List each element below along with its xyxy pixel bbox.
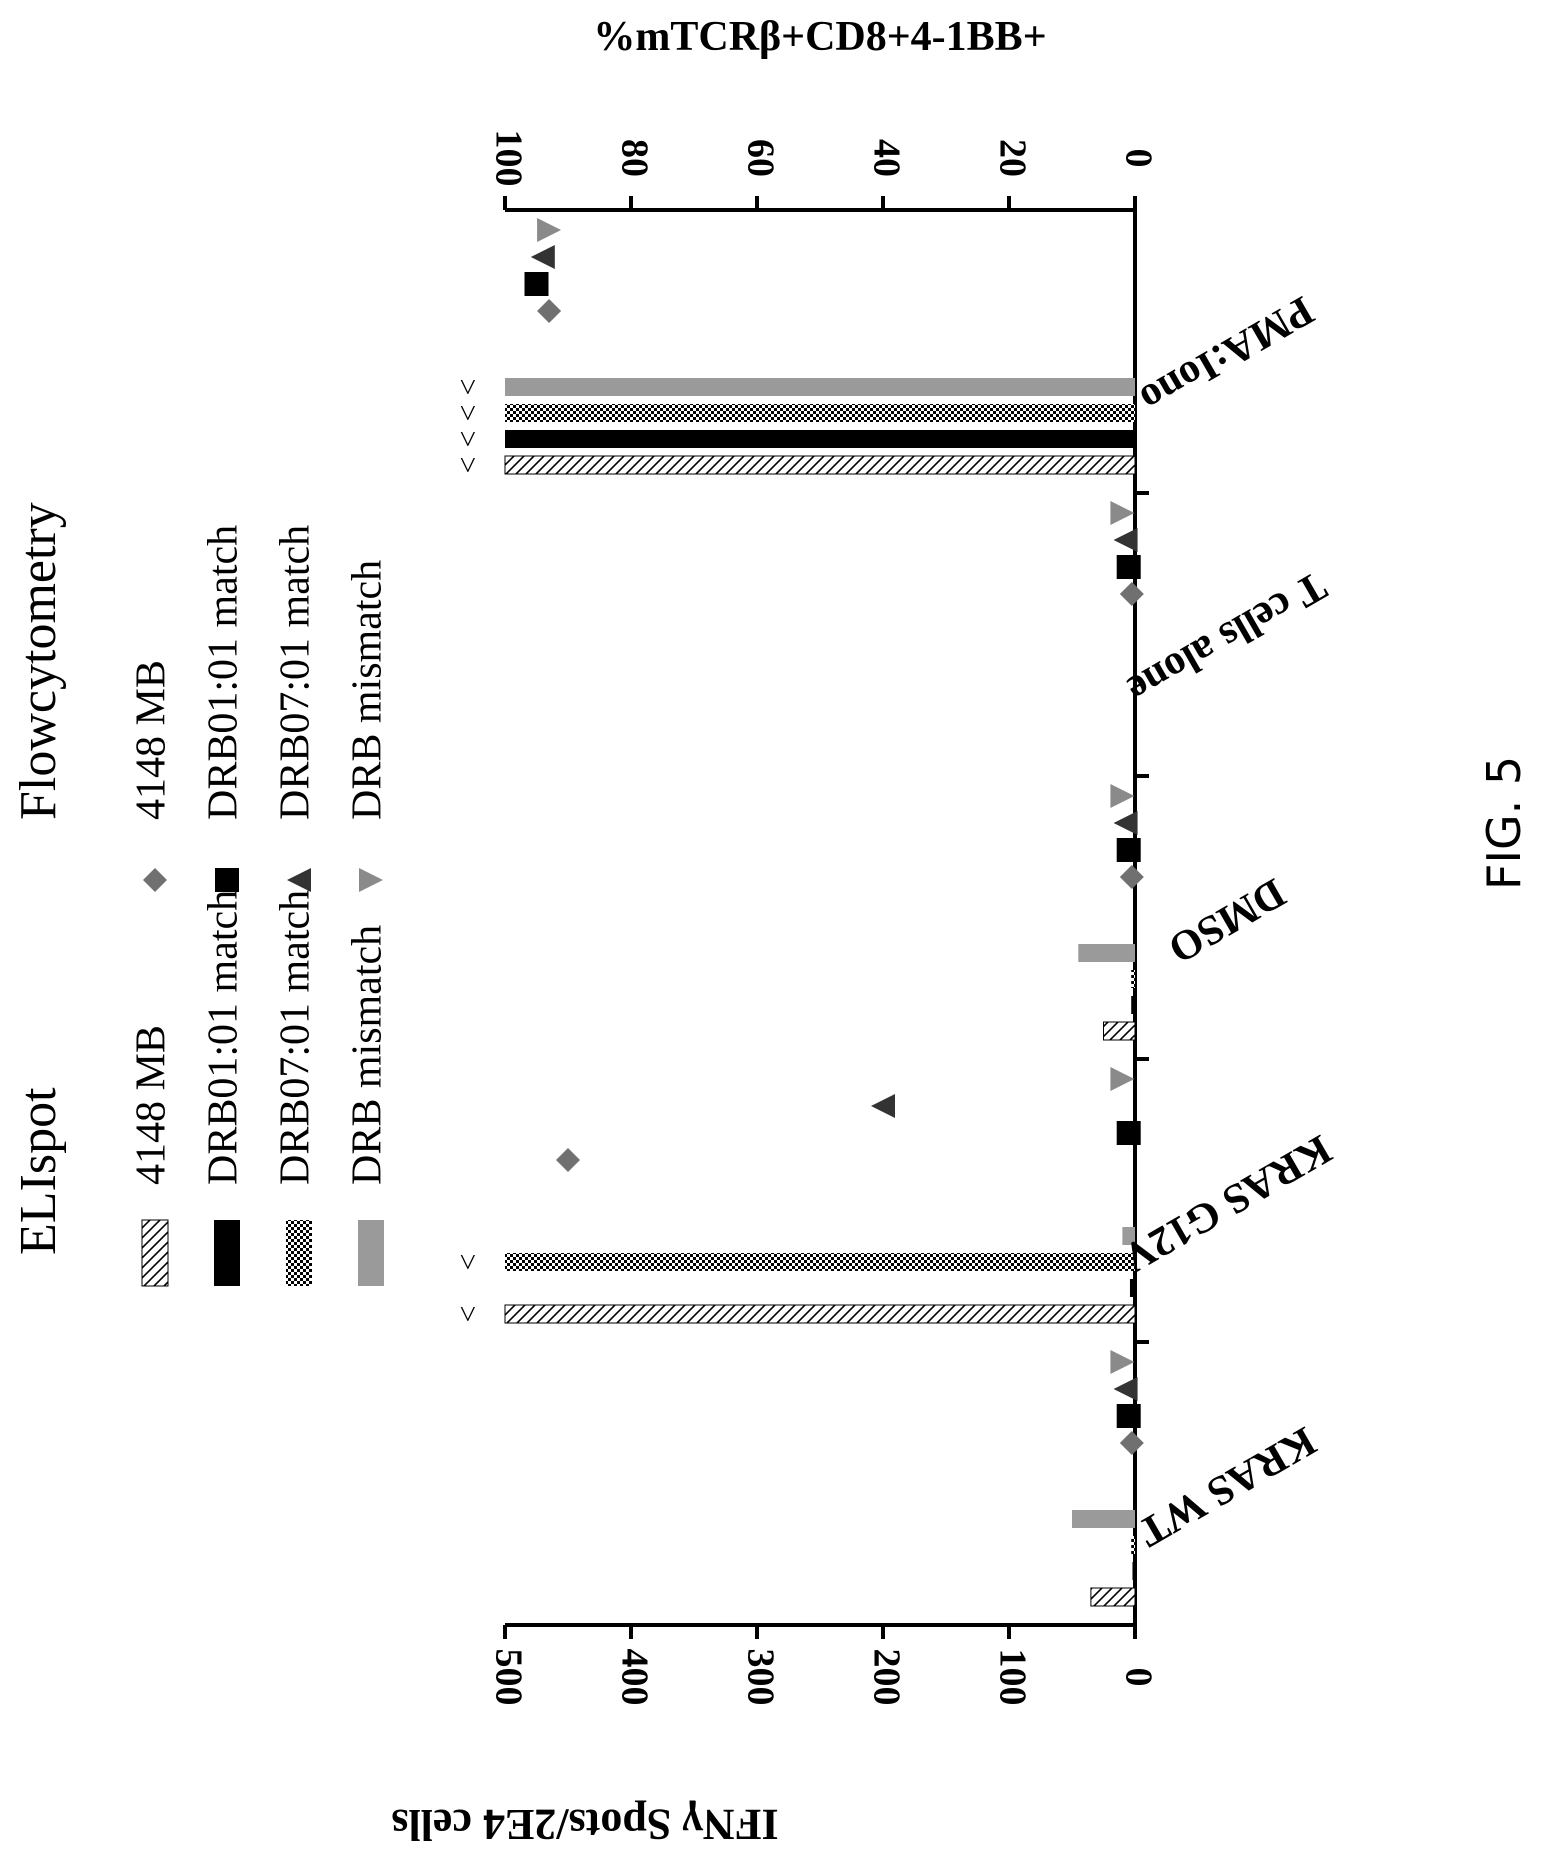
flow-marker-square: [1116, 555, 1141, 579]
category-label: PMA:Iono: [1132, 287, 1321, 423]
elispot-legend-label: DRB mismatch: [345, 925, 391, 1185]
category-labels: KRAS WT KRAS G12V DMSO T cells alone PMA:Ion…: [1115, 287, 1339, 1556]
left-tick-label: 500: [487, 1649, 529, 1706]
elispot-bar: [505, 430, 1135, 448]
flowcytometry-legend: Flowcytometry 4148 MB DRB01:01 match DRB07…: [10, 502, 391, 892]
flow-marker-triangle-down: [1110, 1350, 1135, 1374]
left-tick-label: 300: [739, 1649, 781, 1706]
category-label: T cells alone: [1120, 562, 1334, 712]
elispot-bar: [1131, 1536, 1135, 1554]
flow-legend-label: 4148 MB: [129, 660, 175, 820]
left-tick-label: 200: [865, 1649, 907, 1706]
category-ticks: [1135, 491, 1149, 1344]
elispot-bar: [505, 1253, 1135, 1271]
left-axis-title: IFNγ Spots/2E4 cells: [391, 1800, 778, 1849]
right-tick-label: 40: [865, 139, 907, 177]
elispot-bar: [1103, 1021, 1136, 1041]
above-scale-marker: >: [451, 1306, 484, 1323]
flow-legend-marker: [215, 868, 239, 892]
flow-marker-diamond: [556, 1148, 580, 1172]
flow-marker-square: [1116, 1404, 1141, 1428]
right-tick-label: 100: [487, 130, 529, 187]
above-scale-marker: >: [451, 405, 484, 422]
elispot-bar: [1132, 1562, 1135, 1580]
category-label: KRAS G12V: [1115, 1125, 1339, 1281]
flow-marker-diamond: [1119, 1431, 1144, 1455]
right-tick-label: 20: [991, 139, 1033, 177]
flow-marker-triangle-up: [530, 245, 555, 269]
flow-marker-triangle-down: [1110, 501, 1135, 525]
left-axis-ticks: 0 100 200 300 400 500: [487, 1625, 1159, 1706]
elispot-bar: [505, 378, 1135, 396]
elispot-legend-swatch: [214, 1220, 240, 1286]
left-tick-label: 400: [613, 1649, 655, 1706]
elispot-legend-swatch: [286, 1220, 312, 1286]
above-scale-marker: >: [451, 1254, 484, 1271]
elispot-bar: [504, 455, 1136, 475]
elispot-legend-swatch: [141, 1219, 169, 1287]
flow-legend-label: DRB mismatch: [345, 560, 391, 820]
elispot-legend-title: ELIspot: [10, 1087, 67, 1255]
flow-marker-diamond: [537, 299, 562, 323]
right-axis-ticks: 0 20 40 60 80 100: [487, 130, 1159, 210]
elispot-legend: ELIspot 4148 MB DRB01:01 match DRB07:01 ma…: [10, 890, 391, 1287]
flow-legend-marker: [287, 868, 311, 892]
above-scale-marker: >: [451, 457, 484, 474]
elispot-bar: [1131, 970, 1135, 988]
elispot-legend-label: DRB01:01 match: [201, 890, 247, 1185]
flow-marker-triangle-up: [871, 1094, 895, 1118]
elispot-bar: [1129, 1279, 1135, 1297]
left-tick-label: 0: [1117, 1668, 1159, 1687]
flow-marker-square: [1116, 838, 1141, 862]
flow-marker-triangle-up: [1113, 1377, 1138, 1401]
flow-legend-marker: [143, 868, 167, 892]
elispot-bar: [1131, 996, 1135, 1014]
flow-marker-triangle-down: [1110, 784, 1135, 808]
category-label: DMSO: [1161, 869, 1293, 972]
elispot-bar: [1072, 1510, 1135, 1528]
elispot-bar: [505, 404, 1135, 422]
right-tick-label: 80: [613, 139, 655, 177]
flow-marker-triangle-down: [1110, 1067, 1135, 1091]
flow-marker-triangle-down: [537, 218, 562, 242]
flow-marker-diamond: [1119, 865, 1144, 889]
elispot-bar: [504, 1304, 1136, 1324]
flowcytometry-legend-items: 4148 MB DRB01:01 match DRB07:01 match DRB m…: [129, 525, 391, 892]
elispot-bar: [1122, 1227, 1135, 1245]
flow-marker-square: [1116, 1121, 1141, 1145]
elispot-legend-swatch: [358, 1220, 384, 1286]
flow-legend-label: DRB07:01 match: [273, 525, 319, 820]
flowcytometry-markers: [524, 218, 1144, 1455]
right-tick-label: 60: [739, 139, 781, 177]
flow-marker-square: [524, 272, 549, 296]
figure-label: FIG. 5: [1477, 756, 1531, 890]
axes: [505, 208, 1137, 1627]
flow-marker-diamond: [1119, 582, 1144, 606]
above-scale-marker: >: [451, 431, 484, 448]
elispot-legend-label: DRB07:01 match: [273, 890, 319, 1185]
right-tick-label: 0: [1117, 149, 1159, 168]
elispot-legend-items: 4148 MB DRB01:01 match DRB07:01 match DRB m…: [129, 890, 391, 1287]
above-scale-marker: >: [451, 379, 484, 396]
flow-marker-triangle-up: [1113, 811, 1138, 835]
left-tick-label: 100: [991, 1649, 1033, 1706]
elispot-bar: [1090, 1587, 1136, 1607]
flow-legend-label: DRB01:01 match: [201, 525, 247, 820]
flow-marker-triangle-up: [1113, 528, 1138, 552]
flow-legend-marker: [359, 868, 383, 892]
elispot-bar: [1078, 944, 1135, 962]
elispot-bars: > > > > > >: [451, 378, 1136, 1607]
flowcytometry-legend-title: Flowcytometry: [10, 502, 67, 820]
category-label: KRAS WT: [1130, 1417, 1323, 1555]
elispot-legend-label: 4148 MB: [129, 1025, 175, 1185]
right-axis-title: %mTCRβ+CD8+4-1BB+: [593, 14, 1046, 60]
